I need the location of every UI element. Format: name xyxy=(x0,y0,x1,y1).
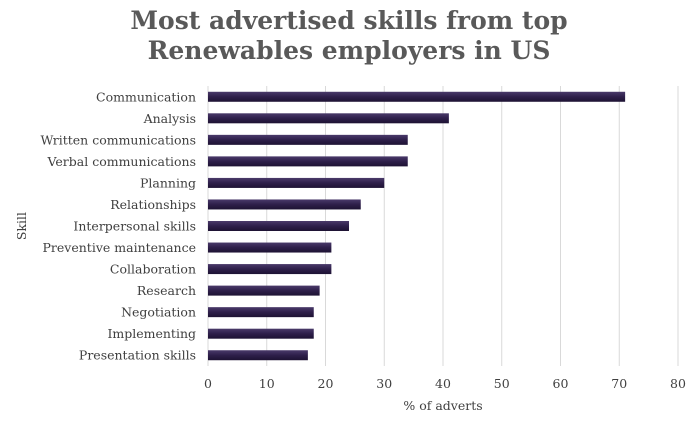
x-tick-label: 40 xyxy=(435,376,451,391)
x-tick-label: 20 xyxy=(318,376,334,391)
category-label: Negotiation xyxy=(121,305,196,320)
bar xyxy=(208,328,314,339)
x-tick-label: 60 xyxy=(553,376,569,391)
bar xyxy=(208,285,320,296)
category-label: Preventive maintenance xyxy=(43,240,196,255)
x-tick-label: 10 xyxy=(259,376,275,391)
bar xyxy=(208,350,308,361)
chart-title: Most advertised skills from top Renewabl… xyxy=(0,6,698,66)
bar xyxy=(208,156,408,167)
bars xyxy=(208,91,626,361)
y-axis-title: Skill xyxy=(14,212,29,240)
x-tick-label: 30 xyxy=(376,376,392,391)
category-label: Written communications xyxy=(40,132,196,147)
category-label: Relationships xyxy=(110,197,196,212)
category-label: Research xyxy=(137,283,196,298)
bar xyxy=(208,177,385,188)
x-tick-label: 50 xyxy=(494,376,510,391)
x-axis-title: % of adverts xyxy=(403,398,482,413)
chart-title-line-2: Renewables employers in US xyxy=(147,36,551,65)
bar xyxy=(208,91,626,102)
bar xyxy=(208,264,332,275)
category-label: Collaboration xyxy=(110,262,196,277)
category-label: Presentation skills xyxy=(79,348,196,363)
bar xyxy=(208,242,332,253)
bar xyxy=(208,221,349,231)
category-label: Interpersonal skills xyxy=(73,219,196,234)
category-labels: Communication Analysis Written communicati… xyxy=(40,89,196,362)
x-tick-label: 70 xyxy=(611,376,627,391)
bar xyxy=(208,307,314,318)
x-tick-label: 80 xyxy=(670,376,686,391)
bar xyxy=(208,199,361,210)
bar xyxy=(208,134,408,145)
category-label: Implementing xyxy=(107,326,196,341)
category-label: Verbal communications xyxy=(47,154,196,169)
bar xyxy=(208,113,449,124)
category-label: Analysis xyxy=(143,111,196,126)
category-label: Communication xyxy=(96,89,196,104)
x-tick-label: 0 xyxy=(204,376,212,391)
category-label: Planning xyxy=(140,175,196,190)
x-tick-labels: 0 10 20 30 40 50 60 70 80 xyxy=(204,376,686,391)
chart-title-line-1: Most advertised skills from top xyxy=(130,6,568,35)
